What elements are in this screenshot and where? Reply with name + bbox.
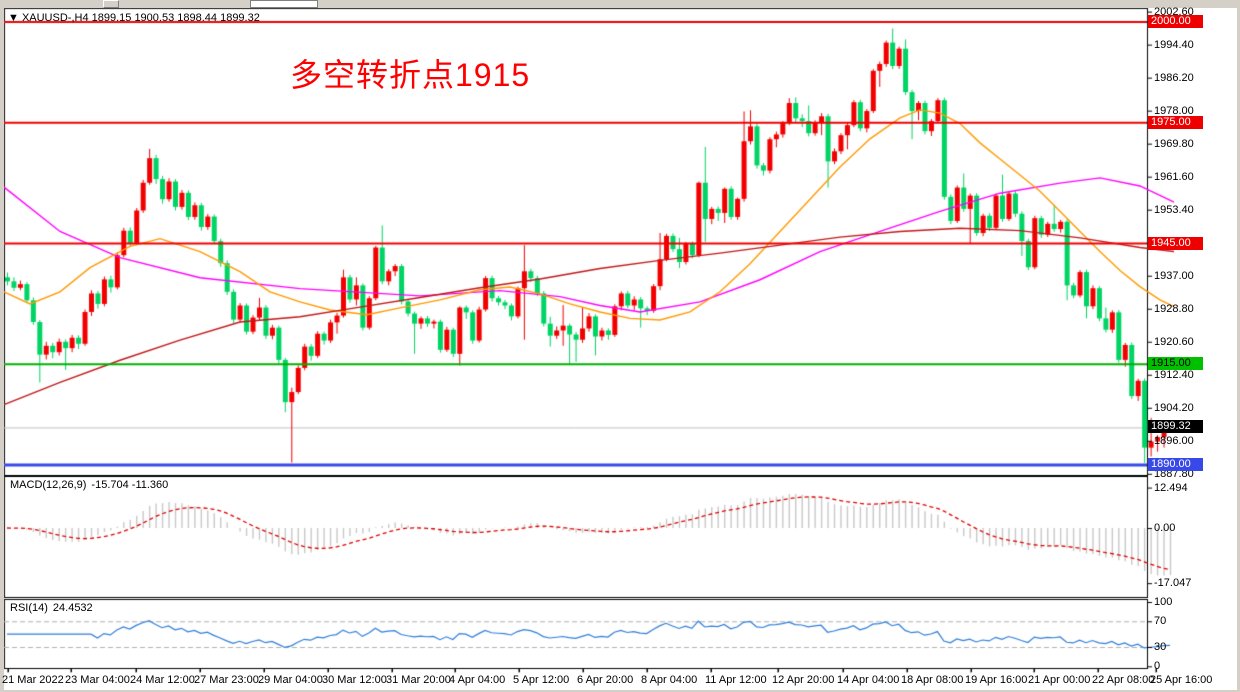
price-axis-label: 1896.00	[1154, 434, 1194, 447]
time-axis-label: 14 Apr 04:00	[837, 674, 900, 686]
macd-values: -15.704 -11.360	[91, 479, 169, 491]
window-right-edge	[1237, 8, 1240, 692]
time-axis-label: 18 Apr 08:00	[901, 674, 964, 686]
price-axis-label: 1953.40	[1154, 203, 1194, 216]
price-level-badge: 1975.00	[1148, 115, 1203, 129]
time-axis-label: 27 Mar 23:00	[194, 674, 259, 686]
chart-annotation-text[interactable]: 多空转折点1915	[290, 57, 531, 93]
rsi-label: RSI(14)	[10, 602, 48, 614]
window-top-strip	[0, 0, 1240, 8]
macd-axis-label: 12.494	[1154, 481, 1188, 494]
window-bottom-edge	[0, 690, 1240, 692]
price-axis-label: 1961.60	[1154, 170, 1194, 183]
rsi-value: 24.4532	[52, 602, 93, 614]
time-axis-label: 4 Apr 04:00	[449, 674, 506, 686]
price-axis-label: 1928.80	[1154, 302, 1194, 315]
price-axis-label: 1978.00	[1154, 104, 1194, 117]
rsi-axis-label: 70	[1154, 615, 1167, 628]
time-axis-label: 6 Apr 20:00	[577, 674, 634, 686]
time-axis-label: 11 Apr 12:00	[705, 674, 767, 686]
symbol-ohlc-header: ▼ XAUUSD-,H4 1899.15 1900.53 1898.44 189…	[8, 12, 260, 24]
price-level-badge: 2000.00	[1148, 15, 1203, 29]
time-axis-label: 22 Apr 08:00	[1092, 674, 1155, 686]
time-axis-label: 24 Mar 12:00	[130, 674, 195, 686]
time-axis-label: 21 Apr 00:00	[1028, 674, 1091, 686]
price-axis-label: 1994.40	[1154, 38, 1194, 51]
price-level-badge: 1945.00	[1148, 236, 1203, 250]
price-level-badge: 1899.32	[1148, 420, 1203, 434]
price-axis-label: 1920.60	[1154, 335, 1194, 348]
rsi-axis-label: 30	[1154, 641, 1167, 653]
price-axis-label: 1969.80	[1154, 137, 1194, 150]
macd-pane-label: MACD(12,26,9) -15.704 -11.360	[10, 479, 173, 491]
toolbar-fragment	[103, 0, 119, 8]
price-level-badge: 1890.00	[1148, 457, 1203, 471]
rsi-axis-label: 100	[1154, 596, 1173, 608]
time-axis-label: 29 Mar 04:00	[258, 674, 323, 686]
time-axis-label: 30 Mar 12:00	[322, 674, 387, 686]
macd-axis-label: -17.047	[1154, 577, 1192, 590]
price-level-badge: 1915.00	[1148, 357, 1203, 371]
price-axis-label: 2002.60	[1154, 5, 1194, 18]
price-axis-label: 1912.40	[1154, 368, 1194, 381]
time-axis-label: 21 Mar 2022	[2, 674, 64, 686]
macd-label: MACD(12,26,9)	[10, 479, 87, 491]
time-axis-label: 8 Apr 04:00	[641, 674, 698, 686]
time-axis-label: 12 Apr 20:00	[772, 674, 835, 686]
price-axis-label: 1904.20	[1154, 401, 1194, 414]
price-axis-label: 1937.00	[1154, 269, 1194, 282]
time-axis-label: 5 Apr 12:00	[513, 674, 570, 686]
time-axis-label: 19 Apr 16:00	[965, 674, 1028, 686]
time-axis-label: 31 Mar 20:00	[386, 674, 451, 686]
price-axis-label: 1986.20	[1154, 71, 1194, 84]
rsi-axis-label: 0	[1154, 660, 1161, 673]
toolbar-input-fragment	[250, 0, 318, 8]
rsi-pane-label: RSI(14) 24.4532	[10, 602, 98, 614]
time-axis-label: 25 Apr 16:00	[1150, 674, 1213, 686]
time-axis-label: 23 Mar 04:00	[65, 674, 130, 686]
window-left-edge	[0, 8, 4, 692]
macd-axis-label: 0.00	[1154, 522, 1176, 534]
